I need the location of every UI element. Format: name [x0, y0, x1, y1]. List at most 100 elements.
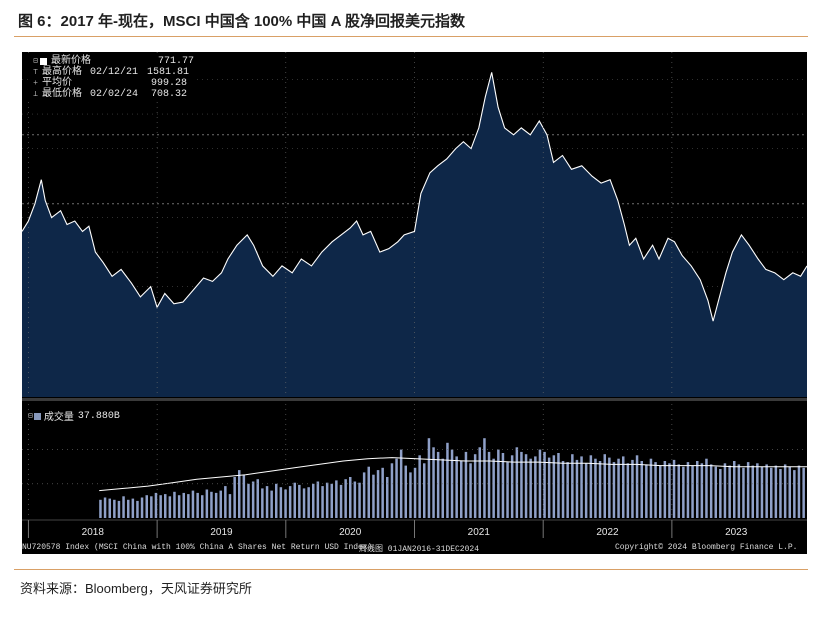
volume-bar — [608, 457, 611, 518]
volume-bar — [760, 466, 764, 518]
volume-bar — [316, 481, 320, 518]
legend-last-value: 771.77 — [157, 56, 194, 67]
volume-bar — [589, 455, 593, 518]
volume-bar — [464, 451, 468, 518]
volume-bar — [584, 463, 588, 518]
footer-strip — [22, 540, 807, 554]
volume-bar — [455, 456, 458, 518]
volume-bar — [214, 492, 218, 518]
volume-bar — [510, 455, 514, 518]
volume-bar — [575, 459, 579, 518]
volume-bar — [473, 454, 477, 518]
volume-bar — [460, 461, 463, 518]
volume-bar — [187, 494, 190, 518]
chart-canvas: 2018 2019 2020 2021 2022 2023 — [22, 52, 807, 554]
volume-bar — [275, 483, 278, 518]
volume-bar — [529, 458, 532, 518]
volume-bar — [418, 455, 421, 518]
volume-bar — [298, 484, 301, 518]
volume-bar — [770, 467, 773, 518]
volume-bar — [515, 447, 519, 518]
volume-bar — [399, 449, 403, 518]
volume-bar — [520, 451, 523, 518]
volume-bar — [376, 470, 380, 518]
volume-bar — [566, 462, 569, 518]
volume-bar — [631, 459, 634, 518]
volume-bar — [191, 490, 195, 518]
volume-bar — [783, 464, 787, 518]
x-tick-label: 2021 — [468, 527, 491, 538]
volume-bar — [709, 464, 713, 518]
volume-bar — [117, 500, 121, 518]
volume-bar — [797, 465, 801, 518]
volume-bar — [154, 492, 158, 518]
volume-bar — [737, 464, 741, 518]
volume-bar — [330, 483, 333, 518]
volume-bar — [381, 467, 384, 518]
volume-bar — [774, 465, 778, 518]
x-tick-label: 2022 — [596, 527, 619, 538]
volume-bar — [487, 451, 491, 518]
volume-bar — [339, 484, 343, 518]
x-tick-label: 2019 — [210, 527, 233, 538]
legend-avg-value: 999.28 — [150, 78, 187, 89]
volume-bar — [349, 477, 352, 518]
volume-bar — [256, 479, 259, 518]
x-tick-label: 2018 — [82, 527, 105, 538]
volume-bar — [506, 462, 509, 518]
volume-bar — [497, 449, 500, 518]
legend-high-value: 1581.81 — [147, 67, 190, 78]
volume-collapse-icon[interactable]: ⊟ — [28, 412, 33, 421]
volume-bar — [483, 438, 486, 518]
volume-bar — [372, 474, 375, 518]
x-tick-label: 2023 — [725, 527, 748, 538]
volume-bar — [168, 496, 172, 518]
average-marker-icon: + — [33, 79, 38, 88]
volume-bar — [714, 466, 717, 518]
volume-bar — [649, 458, 653, 518]
volume-bar — [492, 458, 495, 518]
volume-legend: ⊟ 成交量 37.880B — [28, 408, 120, 425]
volume-swatch — [33, 412, 41, 420]
volume-value: 37.880B — [77, 410, 120, 422]
volume-bar — [325, 482, 329, 518]
volume-bar — [353, 481, 357, 518]
legend-low-value: 708.32 — [150, 89, 187, 100]
volume-bar — [663, 461, 667, 518]
volume-bar — [793, 470, 796, 518]
collapse-icon[interactable]: ⊟ — [33, 57, 38, 66]
volume-label: 成交量 — [43, 413, 74, 424]
volume-bar — [251, 481, 255, 518]
volume-bar — [668, 463, 671, 518]
volume-bar — [409, 472, 412, 518]
volume-bar — [127, 499, 130, 518]
volume-bar — [390, 463, 394, 518]
volume-bar — [603, 454, 606, 518]
volume-bar — [196, 492, 199, 518]
price-line — [22, 72, 807, 322]
volume-bar — [261, 488, 264, 518]
volume-bar — [150, 496, 153, 518]
volume-bar — [293, 482, 296, 518]
volume-bar — [677, 464, 680, 518]
volume-bar — [561, 461, 565, 518]
volume-bar — [441, 458, 444, 518]
volume-bar — [103, 497, 107, 518]
volume-bar — [436, 451, 440, 518]
volume-bar — [612, 462, 616, 518]
volume-bar — [164, 494, 167, 518]
volume-bar — [177, 495, 181, 518]
volume-bar — [344, 479, 347, 518]
volume-bar — [302, 488, 306, 518]
legend-high-label: 最高价格 — [42, 67, 82, 78]
volume-bar — [131, 498, 135, 518]
volume-bar — [413, 467, 417, 518]
volume-bar — [201, 495, 204, 518]
volume-bar — [140, 497, 144, 518]
volume-bar — [279, 487, 283, 518]
volume-bar — [362, 472, 366, 518]
volume-bar — [247, 483, 250, 518]
volume-bar — [205, 489, 209, 518]
panel-separator — [22, 398, 807, 401]
volume-bar — [288, 486, 292, 518]
